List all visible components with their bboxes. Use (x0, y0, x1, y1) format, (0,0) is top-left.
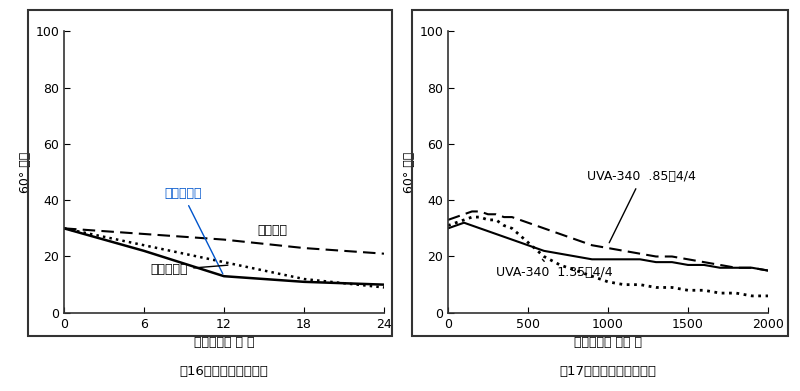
Text: 60° 光泽: 60° 光泽 (403, 151, 416, 193)
Text: UVA-340  .85，4/4: UVA-340 .85，4/4 (587, 170, 696, 243)
X-axis label: 曝晒时间（ 小时 ）: 曝晒时间（ 小时 ） (574, 336, 642, 349)
Text: 图17－聚酯、实验室老化: 图17－聚酯、实验室老化 (559, 365, 657, 378)
Text: 图16－聚酯、户外老化: 图16－聚酯、户外老化 (179, 365, 269, 378)
Text: 亚利桑那州: 亚利桑那州 (150, 264, 228, 276)
Text: 60° 光泽: 60° 光泽 (19, 151, 32, 193)
Text: 俄亥俄州: 俄亥俄州 (258, 224, 287, 237)
Text: 佛罗里达州: 佛罗里达州 (164, 187, 222, 274)
Text: UVA-340  1.35，4/4: UVA-340 1.35，4/4 (496, 259, 613, 279)
X-axis label: 曝晒时间（ 月 ）: 曝晒时间（ 月 ） (194, 336, 254, 349)
